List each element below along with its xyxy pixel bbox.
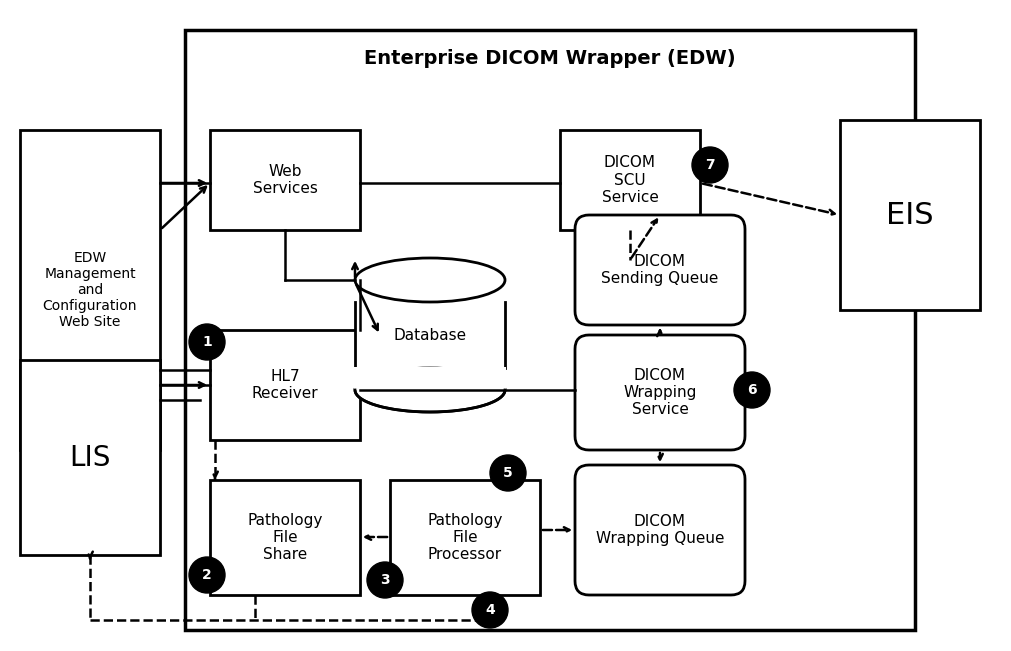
Circle shape <box>733 372 769 408</box>
Text: Pathology
File
Share: Pathology File Share <box>247 512 323 562</box>
Bar <box>185 30 914 630</box>
Text: 5: 5 <box>502 466 513 480</box>
Text: DICOM
SCU
Service: DICOM SCU Service <box>601 155 658 205</box>
Circle shape <box>189 324 224 360</box>
Text: DICOM
Wrapping
Service: DICOM Wrapping Service <box>623 368 696 417</box>
FancyBboxPatch shape <box>574 465 744 595</box>
FancyBboxPatch shape <box>574 215 744 325</box>
Bar <box>210 480 360 595</box>
Bar <box>559 130 700 230</box>
Text: DICOM
Wrapping Queue: DICOM Wrapping Queue <box>595 514 724 546</box>
Text: Pathology
File
Processor: Pathology File Processor <box>427 512 502 562</box>
Text: LIS: LIS <box>69 443 110 471</box>
Circle shape <box>367 562 402 598</box>
Bar <box>20 130 160 450</box>
Bar <box>210 130 360 230</box>
Text: 1: 1 <box>202 335 211 349</box>
Circle shape <box>489 455 526 491</box>
Bar <box>20 360 160 555</box>
Text: Database: Database <box>393 327 466 342</box>
Text: 2: 2 <box>202 568 211 582</box>
Text: EDW
Management
and
Configuration
Web Site: EDW Management and Configuration Web Sit… <box>42 251 137 329</box>
Text: 6: 6 <box>746 383 756 397</box>
Bar <box>210 330 360 440</box>
Circle shape <box>189 557 224 593</box>
Text: EIS: EIS <box>886 201 933 230</box>
Bar <box>355 280 504 390</box>
Text: 7: 7 <box>705 158 714 172</box>
Text: Web
Services: Web Services <box>253 164 317 196</box>
Circle shape <box>692 147 727 183</box>
Bar <box>839 120 979 310</box>
Text: HL7
Receiver: HL7 Receiver <box>252 369 318 401</box>
Text: 4: 4 <box>484 603 494 617</box>
Ellipse shape <box>355 258 504 302</box>
Ellipse shape <box>355 368 504 412</box>
Text: DICOM
Sending Queue: DICOM Sending Queue <box>601 254 718 286</box>
Text: Enterprise DICOM Wrapper (EDW): Enterprise DICOM Wrapper (EDW) <box>364 49 735 68</box>
Text: 3: 3 <box>380 573 389 587</box>
Bar <box>354 367 506 390</box>
FancyBboxPatch shape <box>574 335 744 450</box>
Circle shape <box>471 592 508 628</box>
Bar <box>389 480 540 595</box>
